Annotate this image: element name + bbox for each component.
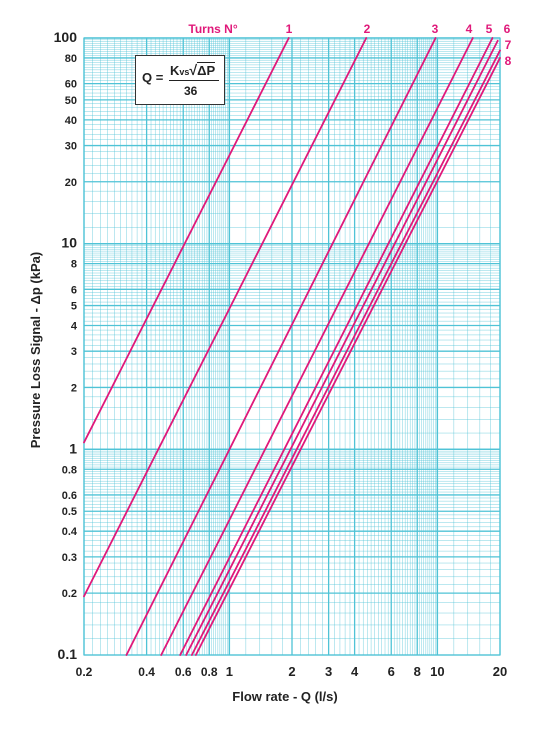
x-tick-label: 0.2	[76, 665, 93, 679]
x-tick-label: 8	[414, 664, 421, 679]
x-axis-title: Flow rate - Q (l/s)	[232, 689, 337, 704]
y-tick-label: 40	[65, 115, 77, 127]
x-tick-label: 3	[325, 664, 332, 679]
y-tick-label: 0.5	[62, 506, 77, 518]
y-tick-label: 0.4	[62, 526, 78, 538]
formula-numerator: Kvs√ΔP	[170, 62, 216, 78]
series-line-7	[190, 49, 501, 656]
y-tick-label: 50	[65, 95, 77, 107]
x-tick-label: 6	[388, 664, 395, 679]
y-tick-label: 20	[65, 177, 77, 189]
turn-label-8: 8	[505, 54, 512, 68]
y-tick-label: 80	[65, 53, 77, 65]
turn-labels: 1 2 3 4 5 6 7 8	[286, 22, 512, 68]
x-tick-label: 20	[493, 664, 507, 679]
x-tick-label: 1	[226, 664, 233, 679]
y-tick-label: 0.3	[62, 552, 77, 564]
y-axis-title: Pressure Loss Signal - Δp (kPa)	[28, 252, 43, 448]
y-tick-label: 0.6	[62, 490, 77, 502]
y-tick-label: 0.8	[62, 464, 77, 476]
turn-label-6: 6	[504, 22, 511, 36]
turns-title: Turns N°	[188, 22, 237, 36]
formula-k-sub: vs	[179, 67, 190, 77]
formula-denominator: 36	[184, 84, 198, 98]
x-tick-label: 0.6	[175, 665, 192, 679]
x-tick-labels: 0.2 0.4 0.6 0.8 1 2 3 4 6 8 10 20	[76, 664, 508, 679]
series-line-1	[83, 37, 290, 444]
turn-label-1: 1	[286, 22, 293, 36]
series-line-8	[194, 57, 501, 656]
turn-label-4: 4	[466, 22, 473, 36]
x-tick-label: 4	[351, 664, 359, 679]
series-line-6	[185, 39, 499, 656]
y-tick-label: 3	[71, 346, 77, 358]
series-line-5	[179, 37, 494, 656]
turn-label-3: 3	[432, 22, 439, 36]
plot-border	[83, 37, 501, 656]
y-tick-label: 0.1	[58, 646, 78, 662]
sqrt-symbol: √	[189, 62, 198, 78]
y-tick-label: 30	[65, 141, 77, 153]
y-tick-label: 10	[61, 235, 77, 251]
x-tick-label: 2	[288, 664, 295, 679]
formula-delta-p: ΔP	[197, 62, 216, 78]
series-lines	[83, 37, 501, 656]
y-tick-label: 0.2	[62, 588, 77, 600]
formula-box: Q = Kvs√ΔP 36	[135, 55, 225, 105]
y-tick-label: 5	[71, 301, 77, 313]
major-grid	[83, 37, 501, 656]
series-line-3	[125, 37, 437, 656]
y-tick-label: 6	[71, 284, 77, 296]
turn-label-7: 7	[505, 38, 512, 52]
y-tick-label: 100	[54, 29, 78, 45]
y-tick-labels: 100 80 60 50 40 30 20 10 8 6 5 4 3 2 1 0.8 0.6 0.5 0.4 0.3 0…	[54, 29, 78, 662]
x-tick-label: 0.4	[138, 665, 155, 679]
x-tick-label: 10	[430, 664, 444, 679]
series-line-4	[160, 37, 474, 656]
turn-label-2: 2	[364, 22, 371, 36]
formula-fraction-bar	[169, 80, 219, 81]
x-tick-label: 0.8	[201, 665, 218, 679]
y-tick-label: 1	[69, 440, 77, 456]
y-tick-label: 2	[71, 382, 77, 394]
y-tick-label: 4	[71, 321, 78, 333]
turn-label-5: 5	[486, 22, 493, 36]
y-tick-label: 60	[65, 79, 77, 91]
y-tick-label: 8	[71, 259, 77, 271]
series-line-2	[83, 37, 368, 598]
formula-lhs: Q =	[142, 70, 164, 85]
formula-k: K	[170, 63, 180, 78]
